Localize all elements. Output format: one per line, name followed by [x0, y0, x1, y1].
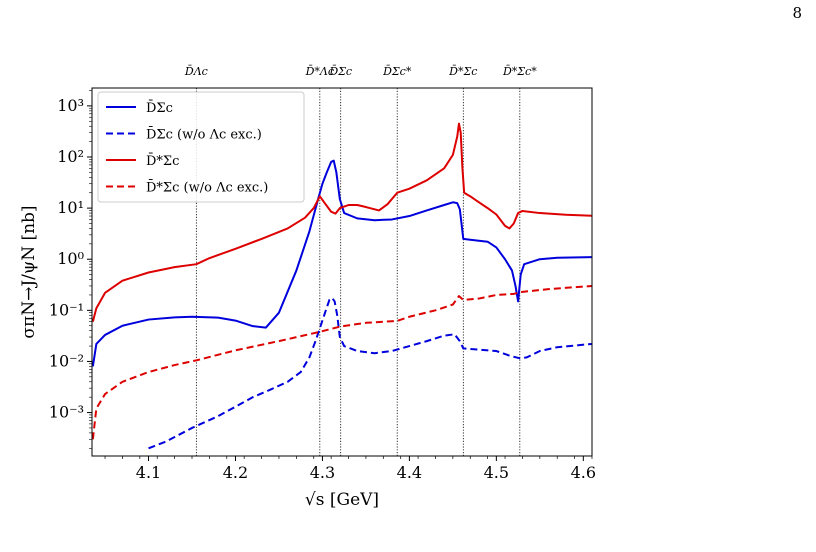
x-tick-label: 4.6: [571, 463, 596, 482]
x-axis-label: √s [GeV]: [305, 490, 379, 510]
y-tick-label: 10⁻²: [49, 351, 84, 370]
y-tick-label: 10²: [57, 147, 84, 166]
legend: D̄Σc D̄Σc (w/o Λc exc.) D̄*Σc D̄*Σc (w/o Λc…: [97, 91, 305, 203]
x-tick-label: 4.2: [223, 463, 248, 482]
y-tick-label: 10³: [57, 96, 84, 115]
legend-label: D̄*Σc: [146, 153, 179, 169]
y-tick-label: 10⁰: [57, 249, 84, 268]
legend-label: D̄Σc (w/o Λc exc.): [146, 126, 262, 142]
y-tick-label: 10⁻³: [49, 403, 84, 422]
y-tick-label: 10¹: [57, 198, 84, 217]
x-tick-label: 4.3: [310, 463, 335, 482]
threshold-label: D̄Λc: [184, 65, 208, 78]
plot-frame: [91, 87, 593, 457]
x-tick-label: 4.1: [136, 463, 161, 482]
x-tick-label: 4.5: [484, 463, 509, 482]
series-line: [92, 159, 592, 367]
threshold-label: D̄*Λc: [305, 65, 334, 78]
series-line: [148, 296, 592, 450]
legend-label: D̄Σc: [146, 100, 173, 116]
legend-label: D̄*Σc (w/o Λc exc.): [146, 179, 268, 195]
threshold-label: D̄Σc: [328, 65, 352, 78]
y-axis-label: σπN→J/ψN [nb]: [19, 205, 39, 338]
y-axis: 10⁻³ 10⁻² 10⁻¹ 10⁰ 10¹ 10² 10³: [49, 90, 92, 449]
series-line: [92, 284, 592, 440]
series-layer: [92, 122, 592, 450]
legend-box: [97, 91, 305, 203]
threshold-labels: D̄Λc D̄*ΛcD̄Σc D̄Σc* D̄*Σc D̄*Σc*: [184, 65, 537, 78]
threshold-label: D̄*Σc: [448, 65, 477, 78]
threshold-label: D̄*Σc*: [502, 65, 537, 78]
x-tick-label: 4.4: [397, 463, 422, 482]
x-axis: 4.1 4.2 4.3 4.4 4.5 4.6: [104, 456, 596, 482]
threshold-label: D̄Σc*: [382, 65, 412, 78]
page-number: 8: [792, 4, 802, 22]
y-tick-label: 10⁻¹: [49, 300, 84, 319]
series-line: [92, 122, 592, 322]
